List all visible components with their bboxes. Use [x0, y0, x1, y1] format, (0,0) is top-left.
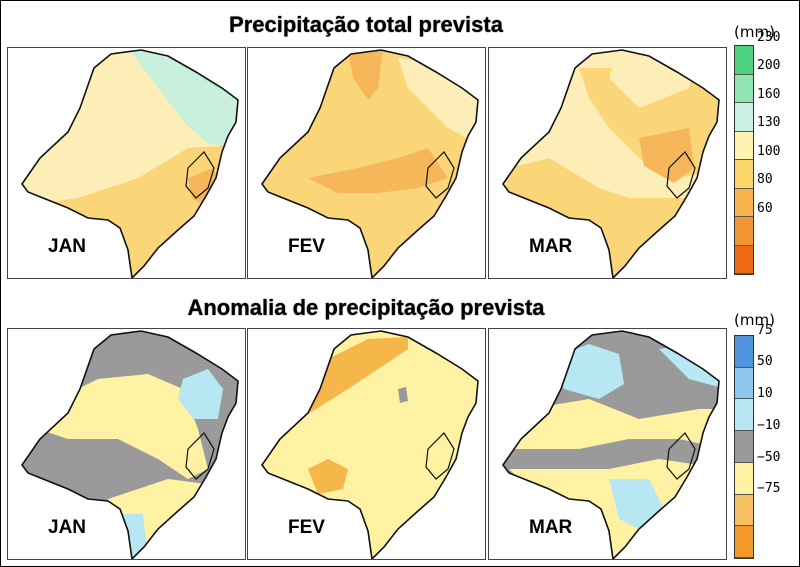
legend-bottom-swatch	[735, 526, 753, 558]
legend-top-swatch	[735, 245, 753, 274]
legend-top-tick-label: 60	[757, 200, 773, 216]
bottom-section-title: Anomalia de precipitação prevista	[187, 295, 545, 320]
map-anomaly-mar	[502, 330, 720, 559]
legend-top-tick-label: 160	[757, 86, 781, 102]
legend-top-swatch	[735, 217, 753, 246]
legend-top-tick-label: 200	[757, 58, 781, 73]
legend-top-unit: (mm)	[734, 23, 775, 41]
map-anomaly-jan	[21, 330, 239, 559]
map-panel-total-jan: JAN	[7, 47, 246, 279]
map-panel-total-mar: MAR	[488, 47, 727, 279]
legend-bottom-swatch	[735, 367, 753, 400]
month-label-fev-total: FEV	[288, 236, 325, 257]
map-panel-total-fev: FEV	[247, 47, 486, 279]
map-panel-anomaly-fev: FEV	[247, 328, 486, 560]
legend-top-tick-label: 100	[757, 143, 781, 159]
legend-top-swatch	[735, 131, 753, 160]
legend-bottom-tick-label: −10	[757, 417, 781, 433]
legend-top-colorbar	[734, 45, 754, 275]
legend-bottom-tick-label: 50	[757, 354, 773, 370]
legend-bottom-tick-label: −75	[757, 481, 781, 497]
legend-top-swatch	[735, 160, 753, 189]
legend-bottom-swatch	[735, 494, 753, 527]
month-label-fev-anomaly: FEV	[288, 517, 325, 538]
map-total-mar	[502, 49, 720, 278]
map-total-fev	[261, 49, 479, 278]
legend-bottom-swatch	[735, 336, 753, 368]
top-section-title: Precipitação total prevista	[229, 12, 503, 37]
legend-bottom-swatch	[735, 431, 753, 463]
legend-top-swatch	[735, 103, 753, 132]
map-panel-anomaly-mar: MAR	[488, 328, 727, 560]
legend-bottom-colorbar	[734, 335, 754, 559]
legend-bottom-swatch	[735, 462, 753, 495]
legend-bottom-swatch	[735, 399, 753, 432]
legend-bottom-unit: (mm)	[734, 311, 775, 329]
month-label-jan-total: JAN	[48, 236, 87, 257]
map-anomaly-fev	[261, 330, 479, 559]
map-panel-anomaly-jan: JAN	[7, 328, 246, 560]
legend-top-tick-label: 230	[757, 29, 781, 45]
month-label-mar-total: MAR	[529, 236, 573, 257]
legend-top-swatch	[735, 74, 753, 103]
legend-top-tick-label: 130	[757, 115, 781, 130]
map-total-jan	[21, 49, 239, 278]
legend-bottom-tick-label: −50	[757, 449, 781, 465]
legend-bottom-tick-label: 10	[757, 386, 773, 402]
legend-top-tick-label: 80	[757, 172, 773, 187]
legend-top-swatch	[735, 46, 753, 75]
legend-top-swatch	[735, 188, 753, 217]
month-label-mar-anomaly: MAR	[529, 517, 573, 538]
month-label-jan-anomaly: JAN	[48, 517, 87, 538]
legend-bottom-tick-label: 75	[757, 322, 773, 338]
